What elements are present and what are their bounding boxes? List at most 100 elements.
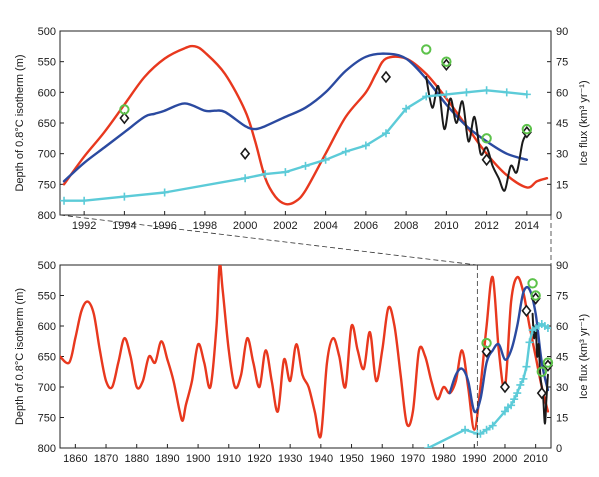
y2-tick-label: 90 <box>556 260 568 272</box>
y-tick-label: 800 <box>38 443 56 455</box>
x-tick-label: 2000 <box>493 453 517 465</box>
y-tick-label: 800 <box>38 210 56 222</box>
y-tick-label: 700 <box>38 149 56 161</box>
diamond-marker <box>119 111 130 125</box>
ice-flux-point <box>381 129 390 138</box>
x-tick-label: 2002 <box>273 220 297 232</box>
y-tick-label: 600 <box>38 87 56 99</box>
x-tick-label: 1890 <box>155 453 179 465</box>
y2-tick-label: 0 <box>556 443 562 455</box>
ice-flux-point <box>516 380 525 389</box>
ice-flux-point <box>519 374 528 383</box>
x-tick-label: 2004 <box>313 220 337 232</box>
diamond-marker <box>441 58 452 72</box>
diamond-marker <box>530 292 541 305</box>
y2-axis-label: Ice flux (km³ yr⁻¹) <box>578 80 590 165</box>
ice-flux-point <box>341 147 350 156</box>
y2-tick-label: 30 <box>556 382 568 394</box>
zoom-connector-left <box>59 214 478 266</box>
ice-flux-point <box>513 389 522 398</box>
y-tick-label: 550 <box>38 291 56 303</box>
ice-flux-point <box>461 425 470 434</box>
x-tick-label: 2006 <box>354 220 378 232</box>
x-tick-label: 1990 <box>462 453 486 465</box>
x-tick-label: 1992 <box>72 220 96 232</box>
ice-flux-point <box>120 192 129 201</box>
ice-flux-point <box>301 161 310 170</box>
diamond-marker <box>536 386 547 400</box>
diamond-marker <box>542 359 553 372</box>
series-line-2 <box>425 76 530 192</box>
y-tick-label: 650 <box>38 352 56 364</box>
y-tick-label: 550 <box>38 57 56 69</box>
x-tick-label: 1930 <box>278 453 302 465</box>
y-tick-label: 750 <box>38 179 56 191</box>
y-tick-label: 600 <box>38 321 56 333</box>
y2-tick-label: 60 <box>556 321 568 333</box>
y-tick-label: 500 <box>38 260 56 272</box>
circle-marker <box>481 337 492 349</box>
zoom-connector-lines <box>59 214 552 448</box>
y2-tick-label: 30 <box>556 149 568 161</box>
diamond-marker <box>521 304 532 318</box>
circle-marker <box>119 104 130 115</box>
diamond-marker <box>380 70 392 84</box>
x-tick-label: 1994 <box>112 220 136 232</box>
y-tick-label: 750 <box>38 413 56 425</box>
ice-flux-point <box>361 141 370 150</box>
x-tick-label: 1870 <box>94 453 118 465</box>
x-tick-label: 1900 <box>186 453 210 465</box>
ice-flux-point <box>525 338 534 347</box>
ice-flux-point <box>60 196 69 205</box>
x-tick-label: 2008 <box>394 220 418 232</box>
panel-bottom: 1860 1870 1880 1890 1900 1910 1920 1930 1940 1950… <box>14 260 590 465</box>
y-tick-label: 700 <box>38 382 56 394</box>
diamond-marker <box>481 153 492 167</box>
ice-flux-point <box>482 86 491 95</box>
diamond-marker <box>521 125 532 139</box>
ice-flux-point <box>160 188 169 197</box>
y2-tick-label: 75 <box>556 57 568 69</box>
y2-tick-label: 15 <box>556 413 568 425</box>
x-tick-label: 2010 <box>523 453 547 465</box>
ice-flux-point <box>462 88 471 97</box>
series-group <box>60 44 549 206</box>
x-tick-label: 2014 <box>515 220 539 232</box>
x-tick-label: 1910 <box>217 453 241 465</box>
diamond-marker <box>481 345 492 358</box>
x-tick-label: 1996 <box>152 220 176 232</box>
y2-tick-label: 15 <box>556 179 568 191</box>
y-tick-label: 500 <box>38 26 56 38</box>
x-tick-label: 2012 <box>474 220 498 232</box>
y2-tick-label: 45 <box>556 118 568 130</box>
y-axis-label: Depth of 0.8°C isotherm (m) <box>14 54 26 191</box>
x-tick-label: 1980 <box>431 453 455 465</box>
ice-flux-point <box>522 90 531 99</box>
y2-tick-label: 0 <box>556 210 562 222</box>
circle-marker <box>530 290 541 301</box>
ice-flux-point <box>424 444 433 448</box>
ice-flux-point <box>543 324 551 333</box>
x-tick-label: 2010 <box>434 220 458 232</box>
y-axis-label: Depth of 0.8°C isotherm (m) <box>14 288 26 425</box>
x-tick-label: 1998 <box>193 220 217 232</box>
ice-flux-point <box>402 104 411 113</box>
y2-tick-label: 90 <box>556 26 568 38</box>
ice-flux-point <box>502 88 511 97</box>
y2-axis-label: Ice flux (km³ yr⁻¹) <box>578 314 590 399</box>
x-tick-label: 1960 <box>370 453 394 465</box>
series-group <box>60 265 551 448</box>
series-line-3 <box>62 89 529 202</box>
ice-flux-point <box>500 407 509 416</box>
circle-marker <box>521 123 533 135</box>
ice-flux-point <box>476 429 485 438</box>
x-tick-label: 1860 <box>63 453 87 465</box>
ice-flux-point <box>281 168 290 177</box>
diamond-marker <box>499 380 510 394</box>
x-tick-label: 1920 <box>247 453 271 465</box>
ice-flux-point <box>241 174 250 183</box>
x-tick-label: 2000 <box>233 220 257 232</box>
x-tick-label: 1880 <box>124 453 148 465</box>
y2-tick-label: 45 <box>556 352 568 364</box>
